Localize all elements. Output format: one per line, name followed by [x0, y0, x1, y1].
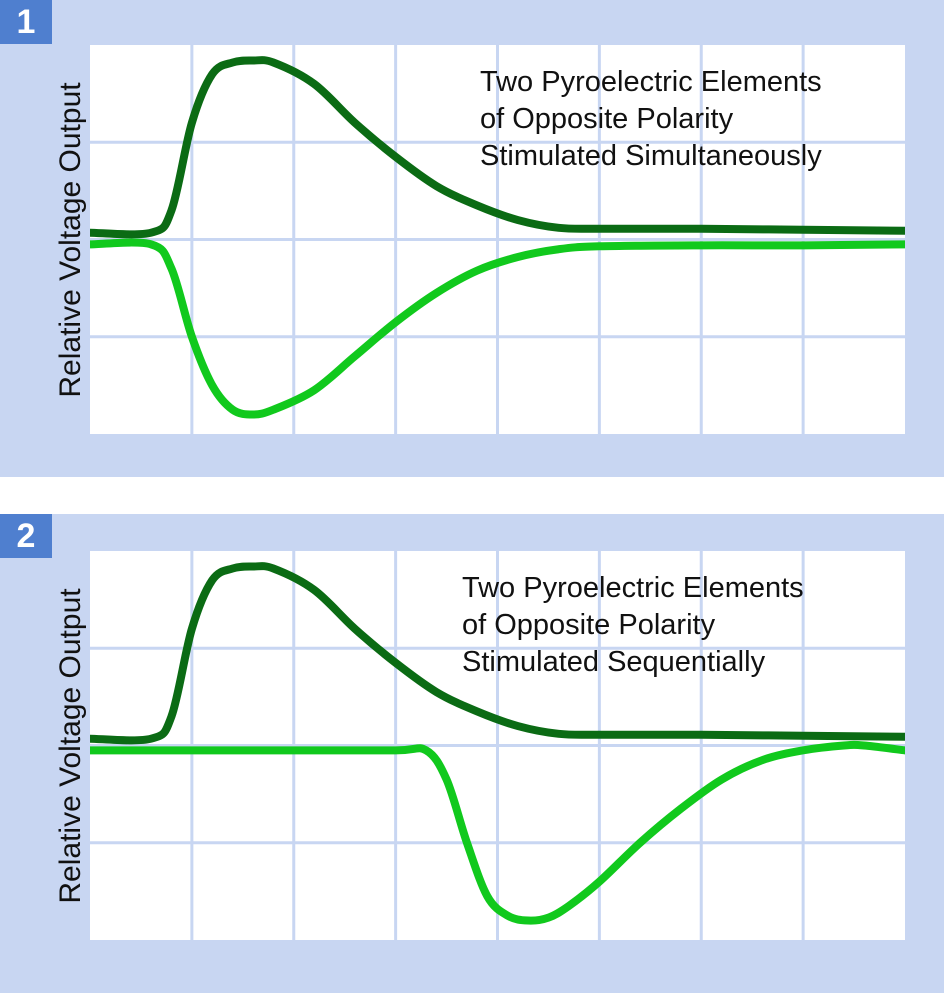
- annotation-line: Two Pyroelectric Elements: [462, 572, 804, 604]
- series-line-positive: [90, 56, 905, 239]
- annotation-line: of Opposite Polarity: [480, 103, 734, 135]
- chart-annotation: Two Pyroelectric Elements of Opposite Po…: [480, 64, 822, 175]
- annotation-line: Stimulated Simultaneously: [480, 140, 822, 172]
- panel-number-badge: 1: [0, 0, 52, 44]
- annotation-line: Stimulated Sequentially: [462, 646, 766, 678]
- panel-number-badge: 2: [0, 514, 52, 558]
- series-line-negative: [90, 740, 905, 925]
- annotation-line: Two Pyroelectric Elements: [480, 66, 822, 98]
- chart-panel-1: 1 Relative Voltage Output Two Pyroelectr…: [0, 0, 944, 477]
- line-chart: [90, 45, 905, 434]
- y-axis-label: Relative Voltage Output: [54, 82, 87, 398]
- chart-panel-2: 2 Relative Voltage Output Two Pyroelectr…: [0, 514, 944, 993]
- plot-area: [90, 45, 905, 434]
- chart-annotation: Two Pyroelectric Elements of Opposite Po…: [462, 570, 804, 681]
- series-line-positive: [90, 562, 905, 745]
- annotation-line: of Opposite Polarity: [462, 609, 716, 641]
- plot-area: [90, 551, 905, 940]
- line-chart: [90, 551, 905, 940]
- series-line-negative: [90, 238, 905, 419]
- y-axis-label: Relative Voltage Output: [54, 588, 87, 904]
